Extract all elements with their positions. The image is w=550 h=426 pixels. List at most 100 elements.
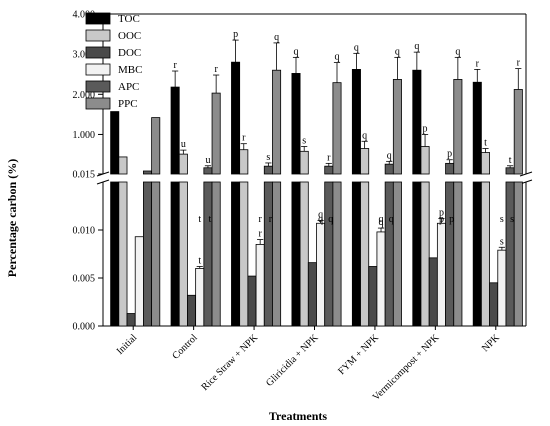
significance-label: r [476,58,480,69]
axis-break-mask-left [96,175,110,181]
significance-label: r [214,64,218,75]
legend-label-toc: TOC [118,13,140,25]
bar-toc-upper [412,69,422,175]
significance-label: q [294,46,299,57]
y-tick-label: 1.000 [73,130,96,141]
legend: TOC OOC DOC MBC APC PPC [85,12,142,110]
bar-toc-upper [351,69,361,175]
bar-ppc-lower [211,181,221,327]
x-tick-label: Rice Straw + NPK [200,332,261,393]
x-tick-label: FYM + NPK [336,332,381,377]
bar-ooc-lower [178,181,188,327]
bar-ppc-upper [211,92,221,175]
significance-label: s [500,214,504,225]
legend-label-doc: DOC [118,47,141,59]
bar-apc-upper [324,165,334,175]
bar-ppc-upper [392,79,402,175]
significance-label: q [274,32,279,43]
significance-label: s [510,214,514,225]
legend-swatch-mbc [85,63,111,76]
axis-break-mark-left [96,179,110,185]
bar-ooc-lower [299,181,309,327]
bar-mbc-lower [376,231,386,327]
bar-ooc-upper [360,148,370,175]
bar-toc-upper [110,111,120,175]
bar-doc-lower [247,275,257,327]
bar-ppc-lower [272,181,282,327]
bar-doc-lower [126,313,136,327]
significance-label: t [209,214,212,225]
significance-label: q [395,46,400,57]
bar-apc-lower [263,181,273,327]
bar-apc-upper [445,162,455,175]
legend-label-ooc: OOC [118,30,141,42]
y-tick-label: 0.005 [73,274,96,285]
significance-label: r [258,214,262,225]
bar-ooc-upper [299,150,309,175]
x-tick-label: Initial [115,332,140,357]
bar-toc-lower [110,181,120,327]
significance-label: p [423,123,428,134]
bar-mbc-lower [497,249,507,327]
significance-label: q [455,46,460,57]
bar-ooc-lower [360,181,370,327]
bar-toc-lower [231,181,241,327]
legend-swatch-doc [85,46,111,59]
significance-label: t [198,255,201,266]
legend-label-apc: APC [118,81,139,93]
bar-apc-upper [203,167,213,175]
bar-toc-lower [170,181,180,327]
bar-ooc-upper [118,156,128,175]
bar-toc-lower [412,181,422,327]
bars-layer [110,39,523,327]
bar-apc-upper [263,165,273,175]
bar-ppc-upper [453,79,463,175]
significance-label: t [509,155,512,166]
significance-label: q [389,214,394,225]
significance-label: s [500,236,504,247]
significance-label: q [379,214,384,225]
bar-doc-lower [307,262,317,327]
significance-label: t [484,138,487,149]
y-tick-label: 2.000 [73,90,96,101]
significance-label: p [439,207,444,218]
y-tick-label: 0.010 [73,226,96,237]
bar-apc-lower [324,181,334,327]
significance-label: p [449,214,454,225]
significance-label: s [266,152,270,163]
bar-apc-upper [143,170,153,175]
bar-toc-upper [231,61,241,175]
bar-mbc-lower [195,267,205,327]
bar-toc-lower [472,181,482,327]
bar-ooc-lower [239,181,249,327]
bar-toc-lower [351,181,361,327]
bar-ppc-lower [513,181,523,327]
bar-mbc-lower [436,222,446,327]
axis-break-mask-right [519,175,533,181]
significance-label: p [439,214,444,225]
legend-swatch-ppc [85,97,111,110]
significance-label: q [335,52,340,63]
bar-doc-lower [428,257,438,327]
significance-label: u [181,139,186,150]
bar-toc-upper [291,73,301,175]
y-tick-label: 4.000 [73,10,96,21]
legend-swatch-apc [85,80,111,93]
bar-doc-lower [368,266,378,327]
y-axis-title: Percentage carbon (%) [5,159,19,277]
significance-label: q [387,150,392,161]
bar-toc-upper [472,81,482,175]
significance-label: q [379,217,384,228]
bar-doc-lower [489,282,499,327]
bar-ppc-lower [453,181,463,327]
significance-label: r [517,58,521,69]
bar-ppc-lower [392,181,402,327]
bar-apc-lower [505,181,515,327]
bar-apc-lower [143,181,153,327]
bar-ppc-upper [332,82,342,175]
significance-label: p [233,29,238,40]
significance-label: q [414,41,419,52]
significance-label: u [205,155,210,166]
bar-apc-lower [384,181,394,327]
